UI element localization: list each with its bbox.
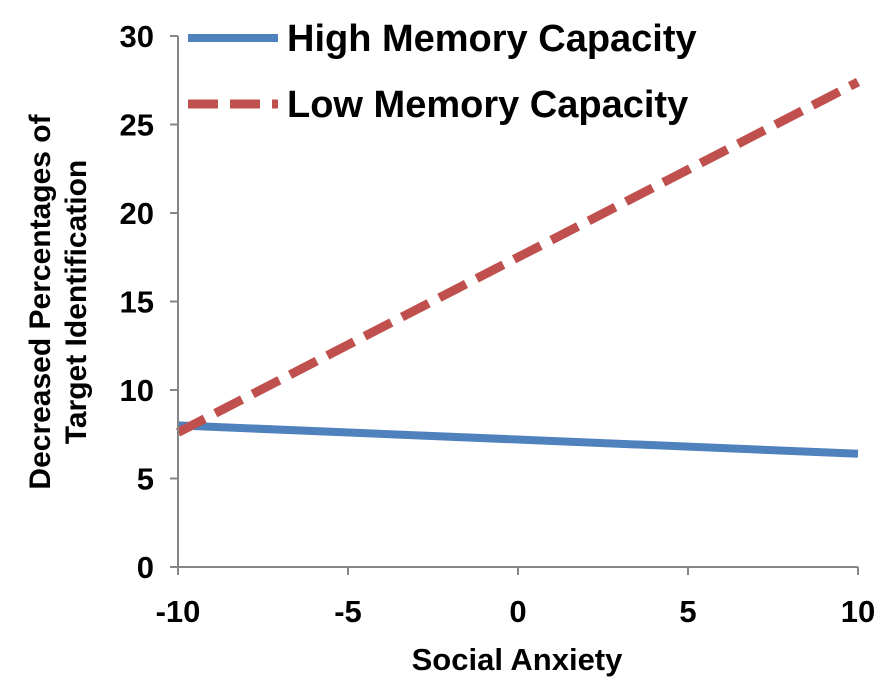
y-tick-label: 15 [120, 285, 154, 320]
series-line-1 [175, 78, 861, 437]
y-tick-label: 20 [120, 196, 154, 231]
y-tick-label: 5 [137, 462, 154, 497]
y-tick-label: 0 [137, 550, 154, 585]
y-axis-label: Decreased Percentages of Target Identifi… [24, 113, 93, 489]
x-tick-label: 5 [679, 594, 696, 629]
legend-label-0: High Memory Capacity [287, 18, 697, 60]
x-tick-label: -5 [334, 594, 362, 629]
y-tick-label: 10 [120, 373, 154, 408]
series-layer [175, 78, 861, 458]
axes-layer: 0 5 10 15 20 25 30 -10 -5 0 5 10 [120, 19, 876, 629]
series-line-0 [177, 421, 859, 458]
y-tick-label: 25 [120, 108, 154, 143]
x-tick-label: 0 [509, 594, 526, 629]
x-axis-label: Social Anxiety [412, 642, 624, 677]
y-axis-label-line-2: Target Identification [60, 160, 93, 444]
legend: High Memory Capacity Low Memory Capacity [188, 18, 697, 126]
x-tick-label: 10 [841, 594, 875, 629]
legend-label-1: Low Memory Capacity [287, 84, 688, 126]
y-tick-label: 30 [120, 19, 154, 54]
x-tick-label: -10 [156, 594, 201, 629]
y-axis-label-line-1: Decreased Percentages of [24, 113, 57, 489]
